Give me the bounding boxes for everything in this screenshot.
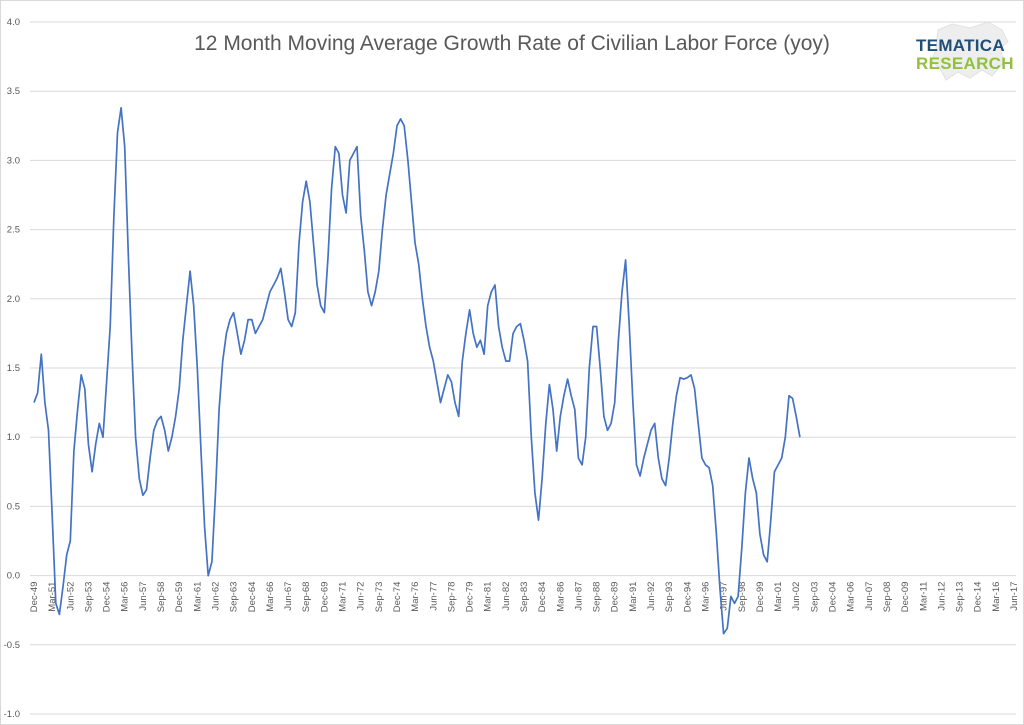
x-tick-label: Sep-83 <box>519 582 530 613</box>
x-tick-label: Jun-67 <box>283 582 294 611</box>
x-tick-label: Mar-61 <box>192 582 203 612</box>
x-tick-label: Sep-68 <box>301 582 312 613</box>
x-tick-label: Jun-62 <box>210 582 221 611</box>
logo-text-top: TEMATICA <box>916 36 1005 55</box>
x-tick-label: Mar-16 <box>991 582 1002 612</box>
x-tick-label: Dec-69 <box>319 582 330 613</box>
gridlines <box>30 21 1016 715</box>
x-tick-label: Dec-89 <box>610 582 621 613</box>
logo-text-bottom: RESEARCH <box>916 54 1014 73</box>
x-tick-label: Jun-57 <box>138 582 149 611</box>
x-tick-label: Sep-13 <box>955 582 966 613</box>
x-tick-label: Dec-74 <box>392 582 403 613</box>
y-tick-label: 1.0 <box>7 432 20 443</box>
x-tick-label: Sep-63 <box>229 582 240 613</box>
series-line <box>33 106 801 635</box>
x-tick-label: Sep-58 <box>156 582 167 613</box>
y-tick-label: 0.5 <box>7 501 20 512</box>
x-tick-label: Mar-71 <box>338 582 349 612</box>
series-layer <box>33 106 801 635</box>
x-tick-label: Sep-78 <box>446 582 457 613</box>
x-tick-label: Jun-77 <box>428 582 439 611</box>
x-axis-ticks: Dec-49 Mar-51 Jun-52 Sep-53 Dec-54 Mar-56 Jun-… <box>29 582 1020 613</box>
x-tick-label: Sep-88 <box>592 582 603 613</box>
x-tick-label: Mar-01 <box>773 582 784 612</box>
x-tick-label: Jun-52 <box>65 582 76 611</box>
y-tick-label: 0.0 <box>7 571 20 582</box>
tematica-research-logo: TEMATICA RESEARCH <box>916 21 1016 86</box>
x-tick-label: Dec-64 <box>247 582 258 613</box>
x-tick-label: Mar-76 <box>410 582 421 612</box>
x-tick-label: Sep-98 <box>737 582 748 613</box>
x-tick-label: Sep-53 <box>83 582 94 613</box>
x-tick-label: Dec-14 <box>973 582 984 613</box>
x-tick-label: Dec-54 <box>102 582 113 613</box>
y-axis-ticks: -1.0 -0.5 0.0 0.5 1.0 1.5 2.0 2.5 3.0 3.5 4.0 <box>4 17 20 720</box>
x-tick-label: Jun-92 <box>646 582 657 611</box>
x-tick-label: Mar-96 <box>700 582 711 612</box>
x-tick-label: Mar-56 <box>120 582 131 612</box>
x-tick-label: Mar-86 <box>555 582 566 612</box>
x-tick-label: Mar-06 <box>846 582 857 612</box>
x-tick-label: Dec-99 <box>755 582 766 613</box>
x-tick-label: Jun-12 <box>936 582 947 611</box>
x-tick-label: Mar-11 <box>918 582 929 611</box>
x-tick-label: Jun-87 <box>573 582 584 611</box>
x-tick-label: Dec-84 <box>537 582 548 613</box>
x-tick-label: Jun-72 <box>356 582 367 611</box>
x-tick-label: Mar-66 <box>265 582 276 612</box>
x-tick-label: Dec-09 <box>900 582 911 613</box>
y-tick-label: 4.0 <box>7 17 20 28</box>
y-tick-label: 1.5 <box>7 363 20 374</box>
x-tick-label: Mar-91 <box>628 582 639 612</box>
x-tick-label: Jun-02 <box>791 582 802 611</box>
x-tick-label: Jun-97 <box>719 582 730 611</box>
x-tick-label: Sep-08 <box>882 582 893 613</box>
y-tick-label: 2.0 <box>7 294 20 305</box>
y-tick-label: -1.0 <box>4 709 20 720</box>
y-tick-label: 3.5 <box>7 86 20 97</box>
y-tick-label: 2.5 <box>7 225 20 236</box>
x-tick-label: Dec-49 <box>29 582 40 613</box>
x-tick-label: Dec-59 <box>174 582 185 613</box>
y-tick-label: 3.0 <box>7 155 20 166</box>
y-tick-label: -0.5 <box>4 640 20 651</box>
chart-title: 12 Month Moving Average Growth Rate of C… <box>194 32 830 55</box>
x-tick-label: Jun-82 <box>501 582 512 611</box>
x-tick-label: Sep-93 <box>664 582 675 613</box>
x-tick-label: Mar-51 <box>47 582 58 612</box>
bull-icon <box>931 21 1009 81</box>
x-tick-label: Jun-07 <box>864 582 875 611</box>
x-tick-label: Dec-94 <box>682 582 693 613</box>
x-tick-label: Jun-17 <box>1009 582 1020 611</box>
x-tick-label: Mar-81 <box>483 582 494 612</box>
x-tick-label: Dec-79 <box>465 582 476 613</box>
x-tick-label: Dec-04 <box>828 582 839 613</box>
x-tick-label: Sep-73 <box>374 582 385 613</box>
x-tick-label: Sep-03 <box>809 582 820 613</box>
